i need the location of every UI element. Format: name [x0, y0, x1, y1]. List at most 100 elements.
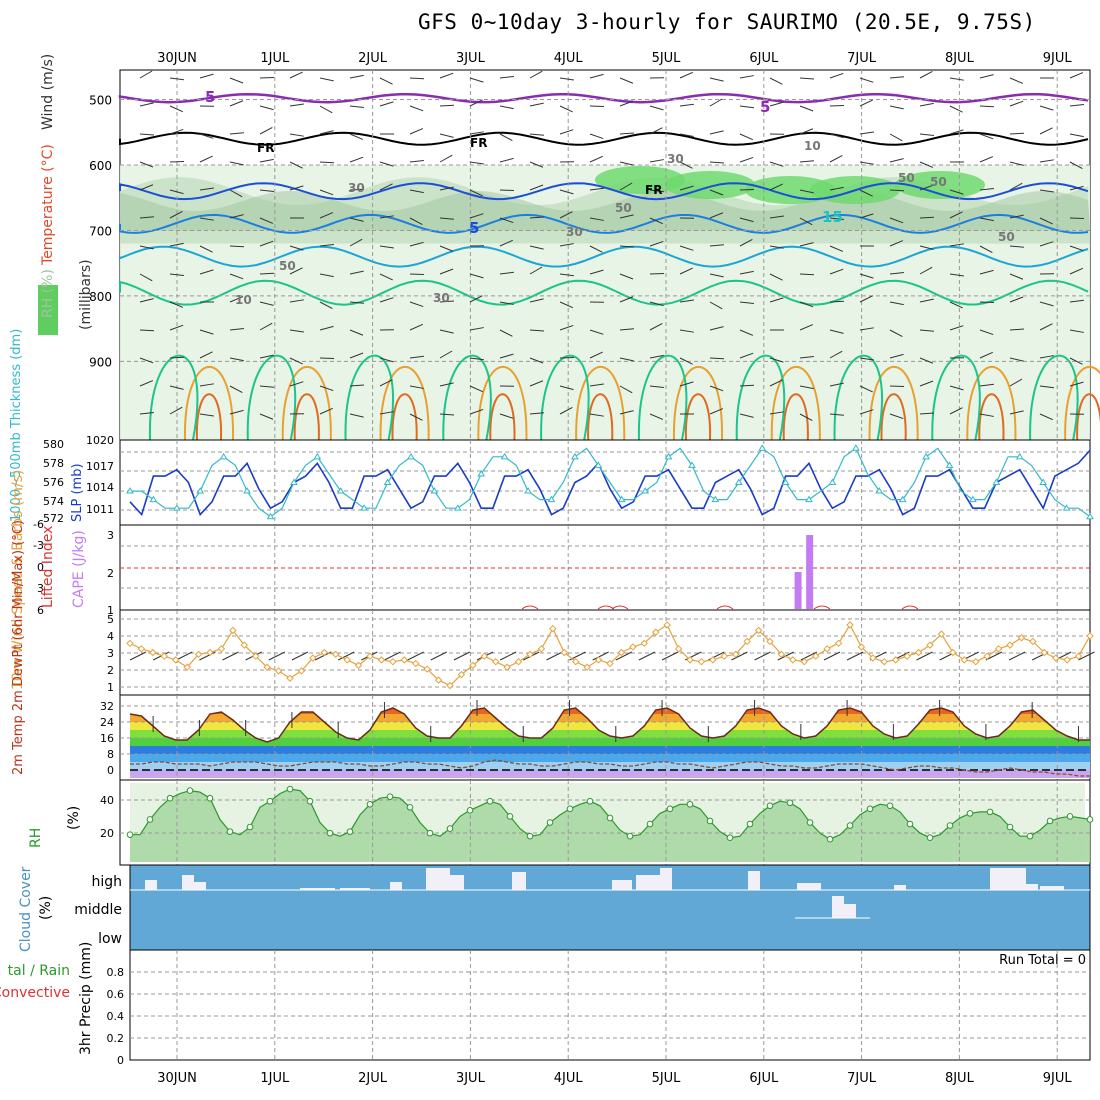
wind-barb [589, 217, 604, 221]
wind-barb [859, 273, 874, 279]
rh-marker [746, 820, 754, 828]
wind-speed-marker [949, 648, 957, 657]
wind-barb [949, 77, 964, 81]
high-cloud-bar [426, 868, 450, 890]
wind-barb [799, 324, 814, 331]
high-cloud-bar [990, 868, 1026, 890]
surface-wind-barb [592, 651, 609, 661]
wind-barb [829, 217, 844, 220]
wind-barb [469, 77, 484, 83]
wind-barb [619, 357, 634, 362]
wind-barb [379, 101, 394, 107]
rh-marker [566, 805, 574, 813]
wind-barb [559, 273, 574, 277]
wind-barb [1069, 104, 1084, 107]
wind-barb [559, 406, 573, 415]
wind-barb [529, 412, 544, 415]
isotherm-lobe-inner [293, 393, 320, 441]
wind-speed-marker [206, 648, 214, 657]
li-trace [813, 605, 831, 610]
rh-tick: 20 [100, 827, 114, 840]
thickness-marker [922, 452, 930, 460]
wind-barb [799, 273, 815, 276]
wind-speed-marker [1063, 656, 1071, 664]
wind-speed-marker [583, 663, 591, 671]
wind-speed-marker [229, 626, 237, 635]
wind-barb [349, 384, 365, 387]
wind-barb [739, 217, 754, 223]
contour-label: 30 [566, 225, 583, 239]
wind-barb [709, 357, 725, 360]
wind-barb [409, 189, 424, 194]
wind-barb [259, 240, 274, 247]
wind-speed-marker [914, 648, 923, 657]
wind-barb [139, 161, 154, 168]
wind-speed-marker [720, 652, 728, 660]
wind-barb [739, 270, 754, 275]
rh-marker [586, 797, 594, 805]
thickness-marker [500, 452, 509, 460]
wind-speed-marker [674, 645, 683, 653]
surface-wind-barb [1008, 651, 1026, 661]
wind-barb [139, 70, 153, 79]
wind-speed-marker [480, 652, 488, 660]
rh-marker [946, 822, 954, 829]
wind-barb [1069, 299, 1084, 303]
wind-barb [859, 131, 874, 135]
wind-barb [139, 102, 154, 107]
wind-barb [499, 301, 514, 305]
wind-barb [979, 329, 994, 336]
wind-barb [349, 188, 365, 191]
wind-barb [649, 240, 664, 247]
wind-speed-marker [160, 652, 168, 660]
surface-wind-barb [430, 651, 447, 661]
wind-barb [499, 239, 513, 247]
top-date-label: 7JUL [847, 51, 877, 66]
wind-barb [799, 413, 813, 422]
isotherm-lobe-inner [587, 393, 614, 441]
wind-barb [589, 329, 604, 335]
thickness-marker [219, 452, 228, 460]
wind-barb [349, 413, 364, 418]
thickness-marker [898, 495, 907, 503]
top-date-axis: 30JUN 1JUL 2JUL 3JUL 4JUL 5JUL 6JUL 7JUL 8JUL 9JU… [157, 51, 1072, 66]
wind-barb [289, 245, 304, 251]
wind-barb [499, 217, 514, 224]
wind-barb [1009, 245, 1024, 248]
isotherm-lobe [477, 365, 528, 441]
wind-barb [919, 266, 933, 275]
wind-barb [229, 328, 244, 331]
temp-color-band [130, 738, 1090, 746]
wind-barb [559, 324, 574, 331]
precip-tick: 0.2 [107, 1032, 125, 1045]
wind-speed-marker [983, 652, 991, 660]
rh-marker [506, 813, 514, 820]
surface-wind-barb [615, 651, 633, 661]
rh-marker [306, 797, 314, 805]
rh-marker [1066, 813, 1074, 820]
surface-wind-barb [800, 651, 818, 661]
wind-barb [259, 354, 274, 359]
isotherm-lobe-inner [391, 393, 418, 441]
wind-speed-marker [926, 641, 934, 649]
wind-barb [739, 238, 753, 247]
wind-barb [229, 77, 244, 84]
wind-barb [169, 189, 184, 195]
wind-speed-marker [446, 681, 454, 690]
top-date-label: 5JUL [652, 51, 682, 66]
wind-barb [289, 381, 304, 387]
temp-color-band [130, 762, 1090, 770]
wind-barb [679, 267, 693, 275]
wind-barb [829, 329, 844, 334]
wind-barb [289, 103, 304, 107]
wind-speed-marker [526, 650, 534, 659]
high-cloud-bar [194, 882, 206, 890]
surface-wind-barb [546, 651, 563, 661]
rh-high-blob [665, 171, 755, 199]
li-trace [611, 605, 629, 610]
wind-barb [499, 329, 513, 337]
wind-barb [1009, 161, 1024, 166]
wind-barb [259, 322, 273, 331]
wind-barb [469, 408, 484, 415]
wind-barb [739, 384, 755, 387]
